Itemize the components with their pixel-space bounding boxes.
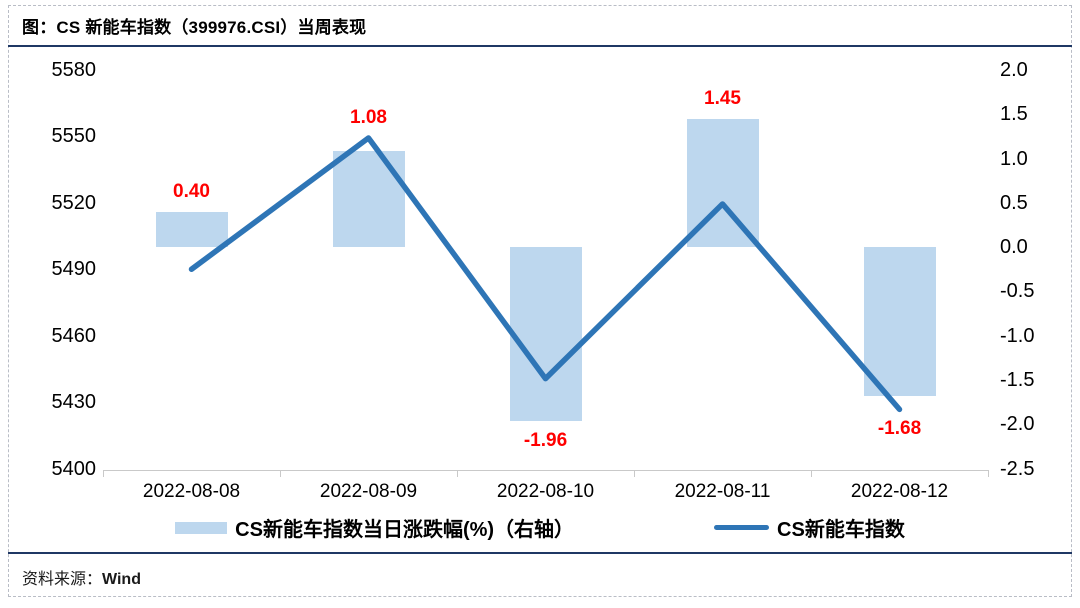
y-axis-left-tick-label: 5430 (51, 391, 97, 414)
x-axis-tick (457, 469, 458, 477)
x-axis-label: 2022-08-10 (496, 481, 595, 502)
x-axis-label: 2022-08-08 (142, 481, 241, 502)
data-label: 1.45 (704, 87, 741, 109)
title-divider (8, 45, 1072, 47)
data-label: 0.40 (173, 180, 210, 202)
y-axis-right-tick-label: 1.5 (1000, 103, 1028, 126)
y-axis-right-tick-label: -2.0 (1000, 413, 1035, 436)
y-axis-right-tick-label: 0.0 (1000, 236, 1028, 259)
y-axis-right-tick-label: -0.5 (1000, 280, 1035, 303)
footer-divider (8, 552, 1072, 554)
x-axis-label: 2022-08-09 (319, 481, 418, 502)
line-legend-swatch (714, 525, 770, 530)
source-value: Wind (102, 571, 141, 588)
y-axis-right-tick-label: -1.5 (1000, 368, 1035, 391)
y-axis-left-tick-label: 5550 (51, 125, 97, 148)
data-label: 1.08 (350, 106, 387, 128)
legend-item-line: CS新能车指数 (714, 513, 905, 542)
x-axis-label: 2022-08-12 (850, 481, 949, 502)
legend: CS新能车指数当日涨跌幅(%)（右轴） CS新能车指数 (0, 513, 1080, 542)
y-axis-left-tick-label: 5400 (51, 457, 97, 480)
y-axis-left-tick-label: 5580 (51, 59, 97, 81)
bar (332, 151, 405, 248)
x-axis-label: 2022-08-11 (674, 481, 771, 502)
bar (863, 247, 936, 396)
y-axis-left-tick-label: 5460 (51, 324, 97, 347)
data-label: -1.96 (523, 429, 568, 451)
y-axis-left-tick-label: 5490 (51, 258, 97, 281)
y-axis-right-tick-label: 2.0 (1000, 59, 1028, 81)
bar-legend-label: CS新能车指数当日涨跌幅(%)（右轴） (235, 519, 575, 541)
x-axis-line (103, 469, 988, 471)
legend-item-bar: CS新能车指数当日涨跌幅(%)（右轴） (175, 513, 574, 542)
x-axis-tick (811, 469, 812, 477)
bar (686, 118, 759, 248)
y-axis-left-tick-label: 5520 (51, 191, 97, 214)
bar-legend-swatch (175, 521, 228, 534)
x-axis-tick (103, 469, 104, 477)
line-legend-label: CS新能车指数 (777, 519, 905, 541)
x-axis-tick (988, 469, 989, 477)
source-label: 资料来源： (22, 571, 103, 588)
y-axis-right-tick-label: 1.0 (1000, 147, 1028, 170)
source-note: 资料来源：Wind (22, 565, 141, 589)
bar (155, 211, 228, 248)
y-axis-right-tick-label: -2.5 (1000, 457, 1035, 480)
x-axis-tick (280, 469, 281, 477)
data-label: -1.68 (877, 418, 922, 440)
chart-title: 图：CS 新能车指数（399976.CSI）当周表现 (22, 18, 367, 37)
y-axis-right-tick-label: 0.5 (1000, 191, 1028, 214)
bar (509, 247, 582, 421)
x-axis-tick (634, 469, 635, 477)
y-axis-right-tick-label: -1.0 (1000, 324, 1035, 347)
